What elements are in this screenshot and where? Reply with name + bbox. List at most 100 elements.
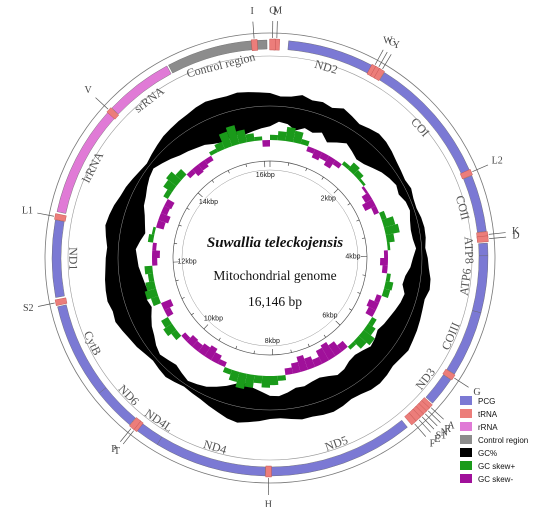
scale-tick xyxy=(361,237,365,239)
scale-tick xyxy=(175,279,179,282)
trna-label-p: P xyxy=(111,444,117,455)
trna-leader-a xyxy=(430,407,444,420)
scale-tick xyxy=(191,312,195,316)
kbp-label-2kbp: 2kbp xyxy=(321,196,336,203)
legend-label-5: GC skew+ xyxy=(478,462,515,471)
gc-content-baseline xyxy=(117,105,423,411)
gc-skew-bar xyxy=(198,343,211,357)
gc-skew-bar xyxy=(198,159,209,171)
gc-skew-bar xyxy=(204,155,214,165)
gene-arc-cytb xyxy=(57,304,107,394)
trna-arc-h xyxy=(265,465,272,478)
gc-skew-bar xyxy=(365,306,376,317)
legend-label-6: GC skew- xyxy=(478,475,513,484)
gc-skew-bar xyxy=(341,161,351,170)
trna-label-v: V xyxy=(85,85,93,96)
scale-tick xyxy=(357,292,361,294)
trna-label-h: H xyxy=(265,499,272,507)
gc-skew-bar xyxy=(319,152,329,162)
gc-skew-bar xyxy=(300,138,310,147)
scale-tick xyxy=(347,203,351,206)
trna-label-m: M xyxy=(273,5,282,16)
gc-skew-bar xyxy=(245,133,255,143)
gene-arc-srrna xyxy=(111,65,172,115)
scale-tick xyxy=(203,324,209,330)
kbp-label-6kbp: 6kbp xyxy=(322,312,337,319)
species-name: Suwallia teleckojensis xyxy=(207,235,343,251)
gc-skew-bar xyxy=(379,210,387,221)
trna-leader-n xyxy=(424,413,438,427)
gc-skew-bar xyxy=(353,169,364,181)
trna-arc-l2 xyxy=(459,169,473,180)
gc-skew-bar xyxy=(225,125,240,147)
gc-skew-bar xyxy=(152,250,161,258)
trna-label-s1: S1 xyxy=(436,431,447,442)
scale-tick xyxy=(349,308,352,311)
center-title: Suwallia teleckojensis Mitochondrial gen… xyxy=(207,235,343,309)
gc-skew-bar xyxy=(204,345,218,361)
gc-skew-bar xyxy=(385,273,391,282)
trna-arc-i xyxy=(250,39,258,51)
gc-skew-bar xyxy=(347,162,360,175)
legend: PCG tRNA rRNA Control region GC% GC skew+ GC s… xyxy=(460,396,528,484)
gene-arc-atp8 xyxy=(478,242,489,257)
gc-skew-bar xyxy=(181,332,191,342)
scale-tick xyxy=(307,343,310,347)
kbp-label-14kbp: 14kbp xyxy=(199,199,218,206)
gc-skew-bar xyxy=(235,371,247,390)
scale-tick xyxy=(362,274,366,276)
gc-skew-bar xyxy=(151,226,157,235)
trna-arc-p xyxy=(129,417,142,430)
scale-tick xyxy=(323,334,326,338)
gc-skew-bar xyxy=(385,233,395,243)
gc-skew-bar xyxy=(323,155,336,169)
kbp-label-16kbp: 16kbp xyxy=(256,172,275,179)
trna-leader-l2 xyxy=(472,164,489,172)
trna-arc-q xyxy=(269,38,276,51)
gc-skew-bar xyxy=(353,335,367,349)
gc-skew-bar xyxy=(144,265,154,275)
trna-leader-m xyxy=(276,21,278,39)
trna-arc-g xyxy=(442,368,456,381)
legend-swatch-2 xyxy=(460,422,472,431)
gc-skew-bar xyxy=(147,273,155,283)
trna-label-n: N xyxy=(441,427,448,438)
trna-label-r: R xyxy=(444,424,451,435)
gc-skew-bar xyxy=(164,307,174,317)
gene-label-nd5: ND5 xyxy=(323,433,350,454)
gc-skew-bar xyxy=(284,367,294,375)
legend-label-0: PCG xyxy=(478,397,495,406)
outer-ring-line xyxy=(44,32,496,484)
gc-skew-bar xyxy=(277,374,287,381)
trna-label-d: D xyxy=(512,231,519,242)
gene-arc-coii xyxy=(463,175,487,233)
gc-skew-bar xyxy=(150,295,161,307)
gc-skew-bar xyxy=(381,265,388,274)
gc-skew-bar xyxy=(160,299,174,311)
scale-tick xyxy=(235,345,238,349)
gc-skew-bar xyxy=(253,374,263,384)
gene-arc-atp6 xyxy=(472,255,489,314)
gc-skew-bar xyxy=(186,169,196,179)
gene-arc-nd3 xyxy=(425,374,452,404)
trna-label-t: T xyxy=(114,446,120,457)
scale-circle xyxy=(172,160,368,356)
gc-skew-bar xyxy=(161,317,172,328)
legend-label-2: rRNA xyxy=(478,423,498,432)
legend-swatch-3 xyxy=(460,435,472,444)
gc-skew-bar xyxy=(386,242,391,251)
gc-skew-bar xyxy=(147,233,155,243)
gc-skew-bar xyxy=(293,130,304,145)
gc-skew-bar xyxy=(160,205,170,216)
gc-skew-bar xyxy=(163,179,177,193)
gc-skew-bar xyxy=(332,159,342,169)
scale-tick xyxy=(333,188,339,194)
gc-skew-bar xyxy=(383,281,394,291)
kbp-label-12kbp: 12kbp xyxy=(178,258,197,265)
gc-skew-bar xyxy=(192,340,203,352)
gc-skew-bar xyxy=(270,134,279,141)
feature-ring xyxy=(44,32,496,484)
gc-skew-bar xyxy=(361,186,369,194)
legend-swatch-4 xyxy=(460,448,472,457)
kbp-label-4kbp: 4kbp xyxy=(345,254,360,261)
